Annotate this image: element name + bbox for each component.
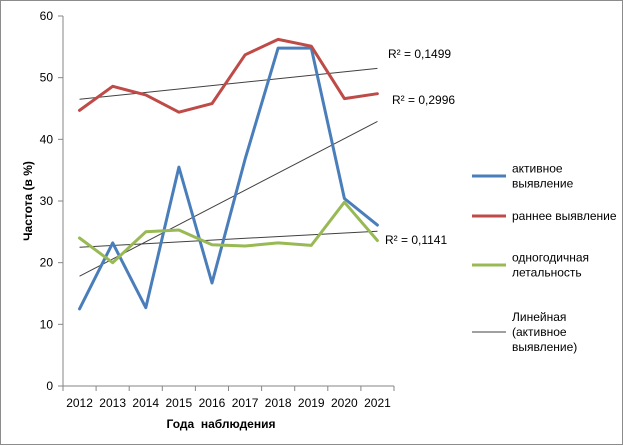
series-line: [78, 46, 379, 311]
legend-label: одногодичная: [512, 251, 589, 265]
r-squared-label: R² = 0,1141: [385, 233, 447, 247]
y-tick-label: 60: [40, 9, 54, 23]
x-axis-title: Года наблюдения: [166, 417, 275, 431]
legend-label: раннее выявление: [512, 209, 617, 223]
legend-label: выявление: [512, 177, 574, 191]
y-tick-label: 50: [40, 71, 54, 85]
y-tick-label: 0: [46, 379, 53, 393]
x-tick-label: 2012: [66, 396, 93, 410]
x-tick-label: 2016: [199, 396, 226, 410]
series-line: [78, 200, 379, 265]
y-axis-title: Частота (в %): [21, 161, 35, 241]
x-tick-label: 2014: [132, 396, 159, 410]
y-tick-label: 30: [40, 194, 54, 208]
x-tick-label: 2013: [99, 396, 126, 410]
series-group: [78, 37, 379, 311]
x-tick-label: 2018: [265, 396, 292, 410]
x-tick-label: 2020: [331, 396, 358, 410]
y-tick-label: 40: [40, 132, 54, 146]
y-tick-label: 10: [40, 317, 54, 331]
x-tick-label: 2017: [232, 396, 259, 410]
series-line: [78, 37, 379, 114]
legend-label: выявление): [512, 340, 577, 354]
legend-label: (активное: [512, 325, 567, 339]
legend-label: активное: [512, 162, 563, 176]
trendline: [79, 67, 378, 100]
legend-label: летальность: [512, 266, 582, 280]
r-squared-label: R² = 0,1499: [388, 47, 451, 61]
trendline: [79, 230, 378, 248]
y-tick-label: 20: [40, 256, 54, 270]
x-tick-label: 2019: [298, 396, 325, 410]
legend-label: Линейная: [512, 310, 566, 324]
x-tick-label: 2021: [364, 396, 391, 410]
labels-group: 0 10 20 30 40 50 60 2012 2013 2014 2015 2016 2017 201…: [40, 9, 456, 410]
trendline: [79, 121, 378, 277]
r-squared-label: R² = 0,2996: [392, 93, 455, 107]
x-tick-label: 2015: [165, 396, 192, 410]
plot-area: [58, 15, 395, 391]
